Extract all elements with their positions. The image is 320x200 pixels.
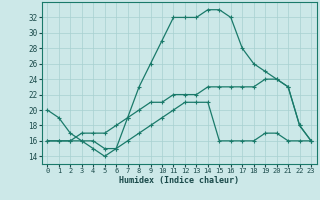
X-axis label: Humidex (Indice chaleur): Humidex (Indice chaleur) [119, 176, 239, 185]
